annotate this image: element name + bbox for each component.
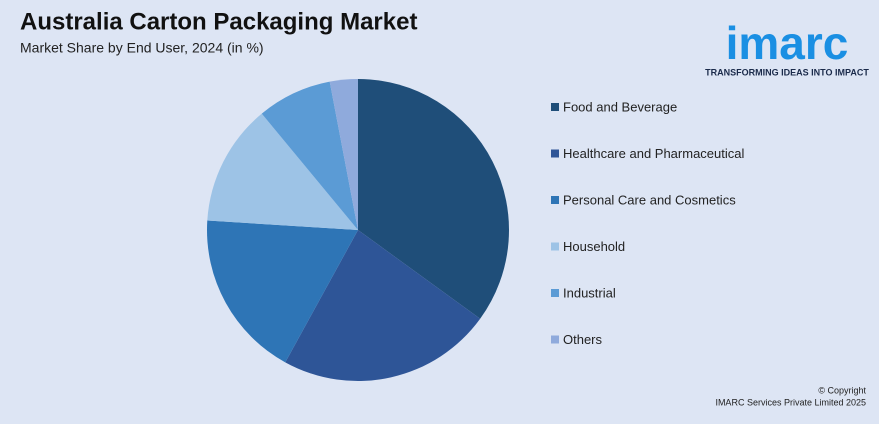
pie-slice (207, 113, 358, 230)
pie-slice (206, 220, 358, 363)
legend-swatch (551, 103, 559, 111)
legend-swatch (551, 289, 559, 297)
company: IMARC Services Private Limited 2025 (715, 397, 866, 407)
legend-label: Personal Care and Cosmetics (563, 192, 736, 207)
legend-swatch (551, 242, 559, 251)
legend-label: Industrial (563, 285, 616, 300)
logo: imarc (726, 17, 849, 69)
legend-swatch (551, 335, 559, 344)
chart-subtitle: Market Share by End User, 2024 (in %) (20, 40, 264, 56)
legend-label: Others (563, 332, 603, 347)
copyright: © Copyright (818, 385, 866, 395)
pie-slice (329, 79, 358, 230)
logo-tagline: TRANSFORMING IDEAS INTO IMPACT (705, 67, 869, 77)
chart-title: Australia Carton Packaging Market (20, 8, 417, 35)
pie-slice (358, 79, 510, 319)
legend-swatch (551, 149, 559, 158)
legend-swatch (551, 196, 559, 204)
pie-slice (285, 230, 481, 381)
legend-label: Household (563, 239, 625, 254)
pie-slice (261, 81, 358, 230)
legend-label: Food and Beverage (563, 99, 677, 114)
legend-label: Healthcare and Pharmaceutical (563, 146, 744, 161)
